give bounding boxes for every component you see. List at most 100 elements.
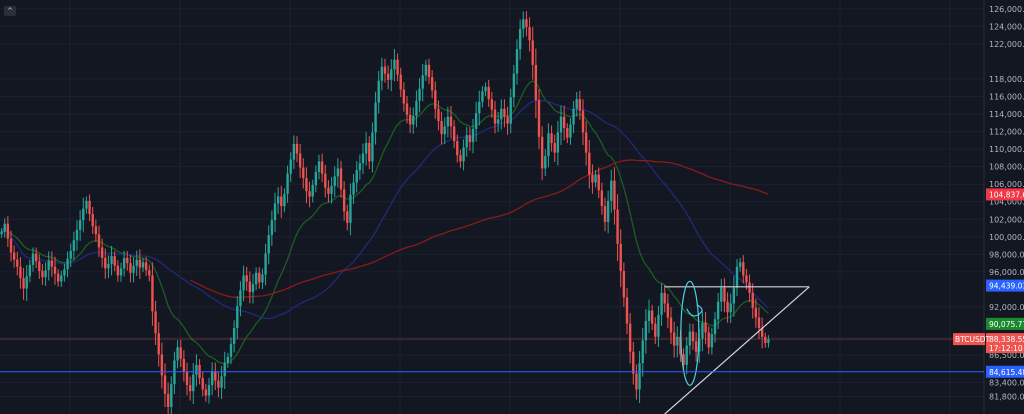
candle-body [462, 147, 465, 162]
candle-body [292, 143, 296, 160]
candle-body [333, 176, 336, 186]
price-tag-box [986, 317, 1024, 330]
candle-body [276, 196, 280, 204]
candle-body [544, 156, 547, 169]
candle-body [66, 258, 69, 270]
candle-body [625, 297, 629, 324]
candle-body [418, 88, 421, 101]
candle-body [588, 152, 591, 175]
candle-body [764, 336, 767, 343]
candle-body [85, 200, 88, 209]
candle-body [368, 142, 371, 162]
candle-body [701, 322, 704, 339]
candle-body [327, 187, 330, 194]
candle-body [512, 73, 516, 98]
price-tick-label: 100,000.00 [989, 233, 1024, 242]
candle-body [493, 109, 497, 124]
candle-body [41, 271, 44, 278]
candle-body [584, 132, 588, 153]
candle-body [19, 266, 22, 279]
price-tick-label: 118,000.00 [989, 75, 1024, 84]
candle-body [75, 229, 79, 241]
candle-body [248, 281, 252, 293]
candle-body [484, 86, 487, 92]
candle-body [72, 240, 76, 251]
candle-body [487, 86, 490, 100]
candle-body [528, 27, 531, 41]
candle-body [716, 301, 720, 320]
candle-body [16, 259, 19, 267]
candle-body [537, 99, 541, 137]
candle-body [3, 223, 6, 232]
candle-body [154, 311, 157, 334]
candle-body [710, 334, 714, 348]
collapse-legend-button[interactable]: ^ [4, 6, 16, 16]
candle-body [38, 261, 41, 272]
candle-body [622, 271, 626, 298]
price-tick-label: 81,800.00 [989, 392, 1024, 401]
candle-body [91, 214, 94, 227]
candle-body [534, 64, 538, 100]
price-tick-label: 124,000.00 [989, 22, 1024, 31]
candle-body [748, 282, 751, 293]
candle-body [126, 257, 129, 264]
candle-body [44, 270, 47, 278]
moving-averages [1, 80, 769, 364]
price-tick-label: 116,000.00 [989, 92, 1024, 101]
candle-body [258, 272, 261, 283]
candle-body [751, 292, 754, 308]
candle-body [676, 336, 679, 346]
price-tag-box [986, 333, 1024, 354]
price-tag-box [986, 188, 1024, 201]
candle-body [578, 99, 582, 111]
candle-body [405, 103, 409, 115]
candle-body [377, 80, 380, 103]
price-tick-label: 126,000.00 [989, 5, 1024, 14]
candle-body [364, 142, 368, 154]
ema-short-line [1, 80, 769, 364]
candle-body [610, 180, 613, 201]
candle-body [374, 102, 377, 133]
candle-body [113, 256, 116, 266]
candle-body [324, 173, 327, 188]
candle-body [144, 262, 148, 271]
candle-body [688, 331, 692, 346]
candle-body [273, 203, 277, 221]
candle-body [229, 343, 233, 357]
candle-body [283, 193, 286, 207]
candle-body [56, 273, 60, 282]
candle-body [349, 194, 352, 223]
candle-body [34, 253, 38, 262]
candle-body [50, 260, 54, 267]
candle-body [116, 265, 120, 276]
candle-body [437, 108, 440, 122]
candle-body [122, 257, 126, 269]
candle-body [173, 360, 176, 385]
candle-body [440, 121, 443, 135]
candle-body [320, 161, 324, 174]
candle-body [500, 108, 503, 120]
candle-body [726, 301, 729, 313]
candle-body [515, 49, 519, 74]
candle-body [427, 64, 431, 78]
candle-body [591, 174, 594, 183]
candle-body [336, 168, 340, 177]
candle-body [207, 385, 211, 396]
candle-body [399, 74, 402, 90]
candle-body [691, 331, 695, 342]
candle-body [698, 338, 701, 352]
candle-body [289, 159, 292, 174]
candle-body [559, 116, 563, 133]
candle-body [179, 347, 182, 359]
candle-body [82, 208, 85, 221]
candle-body [267, 235, 270, 254]
candle-body [566, 128, 569, 138]
candle-body [317, 161, 321, 172]
candle-body [148, 270, 151, 276]
candle-body [613, 180, 616, 210]
candle-body [352, 182, 355, 195]
candle-body [220, 376, 223, 388]
candle-body [12, 252, 16, 260]
candle-body [261, 274, 264, 283]
